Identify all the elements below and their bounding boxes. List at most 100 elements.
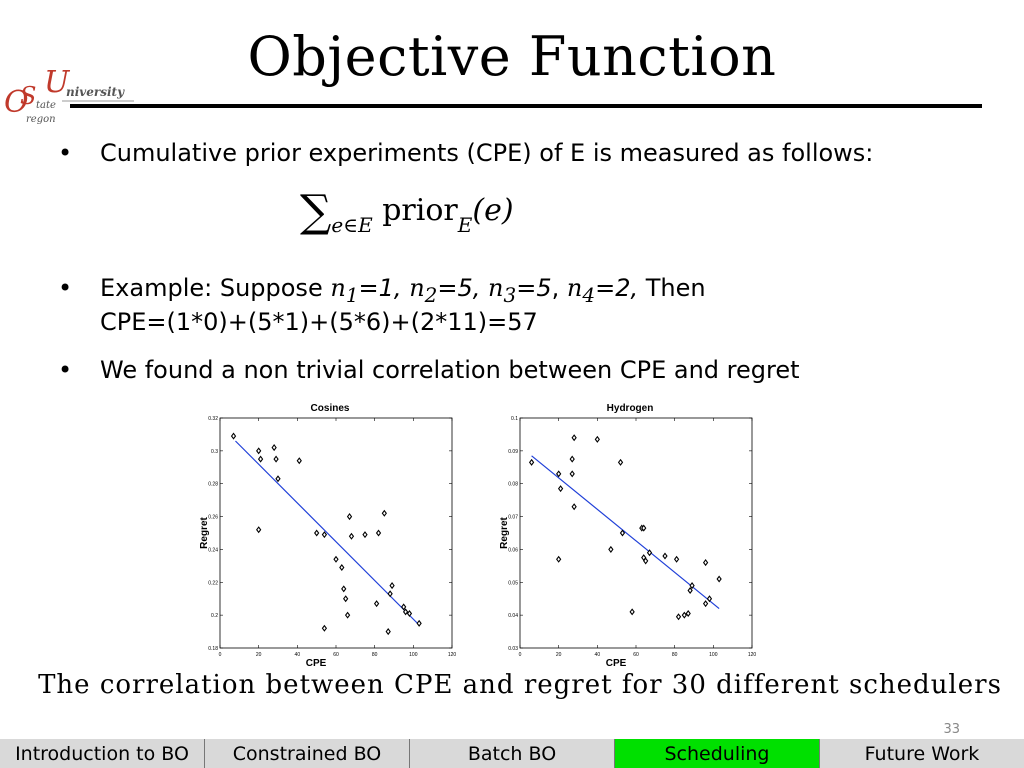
y-tick-label: 0.04 xyxy=(508,613,518,619)
data-point xyxy=(339,563,345,572)
data-point xyxy=(256,526,262,534)
page-number: 33 xyxy=(943,722,960,737)
data-point xyxy=(608,545,614,553)
y-tick-label: 0.06 xyxy=(508,547,518,553)
nav-batch-bo[interactable]: Batch BO xyxy=(410,739,615,768)
data-point xyxy=(401,603,407,611)
x-tick-label: 40 xyxy=(295,652,301,658)
svg-text:tate: tate xyxy=(36,100,56,111)
data-point xyxy=(619,529,626,537)
y-tick-label: 0.09 xyxy=(508,449,518,455)
example-then: Then xyxy=(645,274,706,302)
y-tick-label: 0.22 xyxy=(208,580,218,586)
chart-title: Hydrogen xyxy=(607,403,654,414)
data-point xyxy=(406,609,413,618)
data-point xyxy=(556,470,562,478)
y-tick-label: 0.07 xyxy=(508,515,518,521)
data-point xyxy=(646,549,653,557)
section-nav-bar: Introduction to BO Constrained BO Batch … xyxy=(0,739,1024,768)
example-n4-value: =2, xyxy=(595,274,646,302)
data-point xyxy=(557,485,564,493)
data-point xyxy=(373,600,380,608)
data-point xyxy=(273,455,279,463)
data-point xyxy=(362,531,368,539)
y-tick-label: 0.3 xyxy=(211,449,218,455)
data-point xyxy=(402,608,409,616)
bullet-cpe-definition: Cumulative prior experiments (CPE) of E … xyxy=(100,139,874,167)
y-tick-label: 0.08 xyxy=(508,482,518,488)
x-tick-label: 0 xyxy=(219,652,222,658)
data-point xyxy=(687,586,693,595)
y-tick-label: 0.05 xyxy=(508,580,518,586)
y-tick-label: 0.28 xyxy=(208,482,218,488)
x-tick-label: 40 xyxy=(595,652,601,658)
x-tick-label: 20 xyxy=(556,652,562,658)
example-n2-value: =5, xyxy=(437,274,489,302)
formula-subscript: e∈E xyxy=(331,213,373,237)
nav-constrained-bo[interactable]: Constrained BO xyxy=(205,739,410,768)
data-point xyxy=(314,529,320,537)
x-tick-label: 100 xyxy=(409,652,418,658)
slide-title: Objective Function xyxy=(247,25,777,88)
data-point xyxy=(641,524,647,532)
example-prefix: Example: Suppose xyxy=(100,274,331,302)
university-logo: O S U niversity tate regon xyxy=(4,68,134,125)
data-point xyxy=(321,531,328,539)
y-tick-label: 0.03 xyxy=(508,646,518,652)
x-tick-label: 120 xyxy=(748,652,757,658)
x-tick-label: 60 xyxy=(333,652,339,658)
data-point xyxy=(643,557,649,565)
y-tick-label: 0.1 xyxy=(511,416,518,422)
regression-line xyxy=(531,455,720,610)
x-axis-label: CPE xyxy=(606,658,627,668)
data-point xyxy=(346,513,353,521)
chart-title: Cosines xyxy=(311,403,350,414)
example-n3-value: =5 xyxy=(516,274,552,302)
nav-future-work[interactable]: Future Work xyxy=(820,739,1024,768)
plot-frame xyxy=(219,417,453,649)
nav-scheduling[interactable]: Scheduling xyxy=(615,739,820,768)
data-point xyxy=(385,628,391,636)
regression-line xyxy=(235,440,420,626)
x-axis-label: CPE xyxy=(306,658,327,668)
cosines-scatter-chart: Cosines 0 20 40 60 80 100 120 0.18 0.2 0.22 0.24 0.2… xyxy=(199,403,456,668)
x-tick-label: 20 xyxy=(256,652,262,658)
nav-introduction-to-bo[interactable]: Introduction to BO xyxy=(0,739,205,768)
data-point xyxy=(275,475,281,483)
x-tick-label: 80 xyxy=(372,652,378,658)
data-point xyxy=(341,585,347,593)
data-point xyxy=(343,595,349,603)
x-tick-label: 60 xyxy=(633,652,639,658)
data-point xyxy=(594,435,600,443)
data-point xyxy=(321,624,328,632)
data-point xyxy=(256,447,262,455)
formula-prior: prior xyxy=(382,193,458,228)
data-point xyxy=(685,609,691,618)
formula-prior-subscript: E xyxy=(457,213,473,237)
y-tick-label: 0.18 xyxy=(208,646,218,652)
data-point xyxy=(662,552,668,560)
data-point xyxy=(556,555,562,563)
data-point xyxy=(416,619,422,627)
data-point xyxy=(716,575,722,583)
svg-text:O: O xyxy=(4,85,29,120)
svg-text:regon: regon xyxy=(26,114,56,125)
plot-frame xyxy=(519,417,753,649)
data-point xyxy=(629,608,635,616)
data-point xyxy=(706,595,713,603)
data-point xyxy=(569,470,575,478)
y-tick-label: 0.2 xyxy=(211,613,218,619)
figure-caption: The correlation between CPE and regret f… xyxy=(38,670,1002,700)
title-divider xyxy=(70,104,982,108)
y-tick-label: 0.32 xyxy=(208,416,218,422)
formula-argument: (e) xyxy=(472,193,514,228)
svg-text:S: S xyxy=(20,82,36,110)
y-tick-label: 0.24 xyxy=(208,547,218,553)
data-point xyxy=(571,434,577,442)
bullet-example-line1: Example: Suppose n1=1, n2=5, n3=5, n4=2,… xyxy=(100,274,706,307)
bullet-marker: • xyxy=(58,139,73,167)
data-point xyxy=(528,458,535,466)
svg-text:U: U xyxy=(44,68,71,100)
x-tick-label: 100 xyxy=(709,652,718,658)
data-point xyxy=(571,503,577,511)
